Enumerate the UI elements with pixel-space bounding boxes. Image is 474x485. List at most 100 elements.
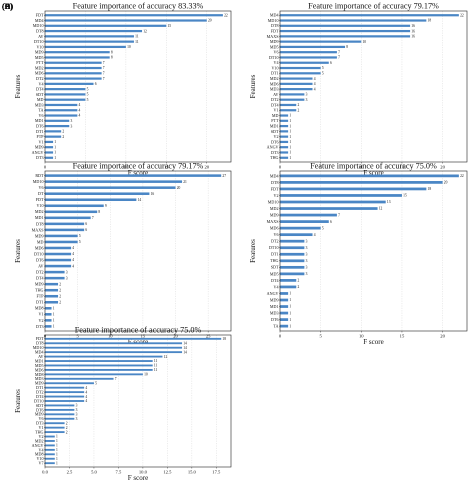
y-tick-label: MD9: [270, 212, 279, 217]
bar: [45, 360, 153, 362]
data-label: 5: [79, 234, 81, 238]
x-tick-label: 5.0: [91, 470, 97, 475]
x-tick-label: 15.0: [188, 470, 197, 475]
data-label: 3: [306, 239, 308, 243]
data-label: 7: [338, 56, 340, 60]
data-label: 2: [59, 294, 61, 298]
bar: [45, 276, 65, 280]
y-tick-label: DT1: [36, 300, 44, 305]
bar: [45, 186, 176, 189]
data-label: 16: [411, 24, 415, 28]
data-label: 1: [289, 311, 291, 315]
bar: [280, 29, 411, 33]
y-tick-label: DT1: [36, 385, 44, 390]
data-label: 18: [428, 187, 432, 191]
bar: [45, 264, 72, 268]
bar: [280, 51, 337, 54]
data-label: 1: [289, 145, 291, 149]
data-label: 7: [92, 216, 94, 220]
bar: [45, 103, 78, 107]
data-label: 1: [289, 324, 291, 328]
data-label: 5: [322, 72, 324, 76]
data-label: 13: [387, 200, 391, 204]
y-tick-label: DT8: [36, 221, 44, 226]
y-tick-label: DT2: [271, 97, 279, 102]
bar: [45, 355, 163, 358]
y-tick-label: DT2: [36, 76, 44, 81]
data-label: 7: [103, 72, 105, 76]
data-label: 6: [95, 82, 97, 86]
data-label: 8: [111, 50, 113, 54]
bar: [45, 77, 102, 80]
y-tick-label: MD2: [270, 206, 279, 211]
data-label: 15: [403, 194, 407, 198]
y-tick-label: V4: [273, 284, 278, 289]
bar: [45, 448, 55, 451]
bar: [45, 431, 65, 434]
y-tick-label: V2: [273, 193, 278, 198]
panel-label: (A): [2, 2, 13, 11]
bar: [45, 395, 85, 398]
bar: [280, 93, 305, 96]
y-tick-label: V10: [271, 65, 278, 70]
x-tick-label: 2.5: [67, 470, 73, 475]
bar: [280, 187, 427, 191]
data-label: 3: [70, 119, 72, 123]
bar: [280, 252, 305, 256]
bar: [280, 226, 321, 230]
y-tick-label: MD2: [35, 209, 44, 214]
y-tick-label: THG: [270, 155, 278, 160]
data-label: 3: [76, 404, 78, 408]
y-tick-label: ANGV: [32, 150, 44, 155]
data-label: 18: [428, 19, 432, 23]
bar: [280, 61, 329, 64]
bar: [45, 109, 78, 112]
data-label: 3: [66, 270, 68, 274]
x-tick-label: 0: [44, 165, 47, 170]
data-label: 10: [363, 40, 367, 44]
bar: [45, 14, 223, 17]
data-label: 3: [76, 417, 78, 421]
x-tick-label: 5: [84, 165, 87, 170]
data-label: 4: [79, 108, 81, 112]
y-tick-label: MD4: [270, 173, 279, 178]
bar: [45, 24, 167, 27]
x-tick-label: 10: [359, 334, 364, 339]
plot-frame: [279, 170, 468, 332]
y-tick-label: DT1: [271, 71, 279, 76]
data-label: 1: [54, 156, 56, 160]
y-tick-label: MD6: [270, 226, 279, 231]
x-tick-label: 15: [164, 165, 169, 170]
bar: [45, 35, 134, 38]
data-label: 11: [154, 359, 158, 363]
y-tick-label: MD5: [270, 271, 279, 276]
y-tick-label: THG: [35, 288, 43, 293]
data-label: 1: [289, 292, 291, 296]
data-label: 12: [143, 29, 147, 33]
data-label: 7: [338, 50, 340, 54]
y-tick-label: ANGV: [267, 145, 279, 150]
data-label: 16: [411, 29, 415, 33]
data-label: 21: [183, 180, 187, 184]
y-tick-label: V2: [273, 134, 278, 139]
data-label: 14: [183, 346, 187, 350]
y-tick-label: MD10: [268, 199, 279, 204]
bar: [280, 14, 459, 17]
y-tick-label: V1: [38, 425, 43, 430]
x-tick-label: 20: [440, 165, 445, 170]
bar: [45, 140, 54, 144]
bar: [280, 259, 305, 263]
data-label: 8: [111, 56, 113, 60]
bar: [45, 114, 78, 117]
data-label: 4: [72, 264, 74, 268]
data-label: 4: [314, 77, 316, 81]
x-tick-label: 10: [359, 165, 364, 170]
bar: [45, 391, 85, 394]
y-tick-label: V2: [38, 318, 43, 323]
bar: [45, 56, 110, 59]
bar: [45, 45, 126, 49]
bar: [45, 216, 91, 220]
y-tick-label: DT4: [271, 278, 279, 283]
y-tick-label: V10: [36, 203, 43, 208]
bar: [45, 174, 222, 177]
